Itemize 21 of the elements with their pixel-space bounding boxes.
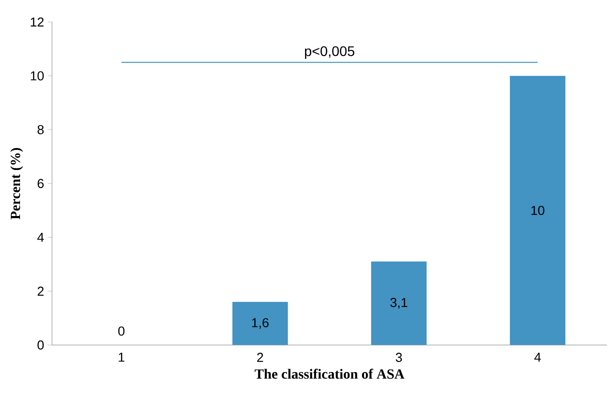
y-tick-label: 10	[30, 71, 44, 80]
data-label: 0	[118, 326, 124, 336]
x-axis-title: The classification of ASA	[254, 368, 404, 379]
bar	[510, 76, 566, 345]
y-tick-label: 12	[30, 17, 44, 27]
bar	[371, 262, 427, 345]
x-tick-label: 3	[396, 352, 402, 362]
ref-line-label: p<0,005	[305, 46, 354, 59]
x-tick-label: 2	[257, 352, 264, 362]
y-tick-label: 2	[38, 286, 44, 296]
y-tick-label: 4	[37, 232, 44, 242]
y-tick-label: 0	[38, 340, 44, 350]
bar	[232, 302, 288, 345]
data-label: 3,1	[390, 298, 408, 309]
y-tick-label: 8	[38, 125, 44, 134]
x-tick-label: 4	[534, 352, 541, 362]
y-tick-label: 6	[38, 178, 44, 188]
y-axis-title: Percent (%)	[10, 148, 23, 220]
data-label: 1,6	[252, 318, 269, 329]
data-label: 10	[531, 206, 544, 215]
x-tick-label: 1	[118, 352, 124, 362]
